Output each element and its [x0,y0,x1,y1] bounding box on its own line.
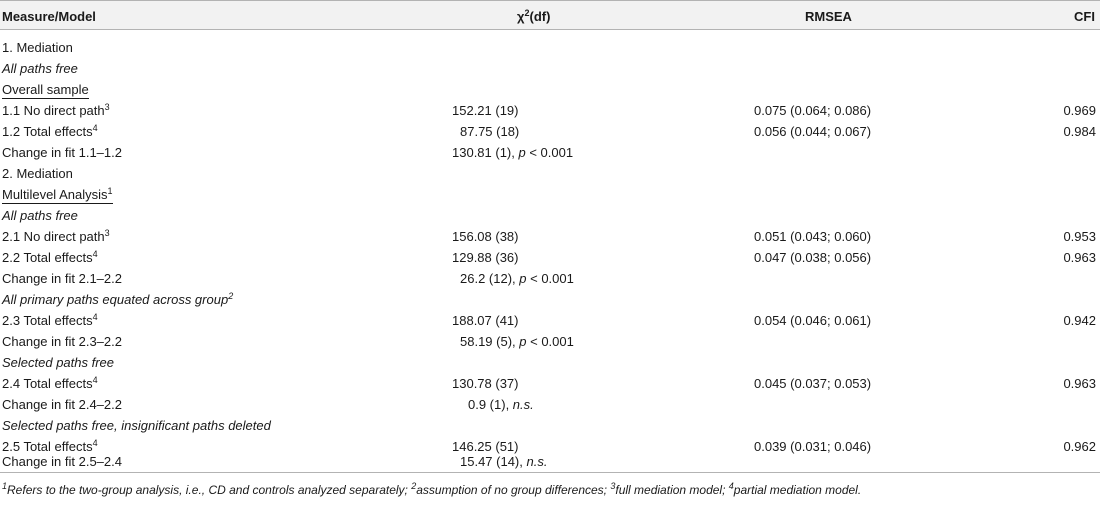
chi-square-value: 156.08 (38) [452,229,519,244]
chi-square-value: 129.88 (36) [452,250,519,265]
table-bottom-rule [0,472,1100,473]
header-measure-model: Measure/Model [2,9,96,24]
footnote-marker: 3 [610,481,616,491]
cfi-value: 0.953 [1063,229,1096,244]
chi-square-value: 15.47 (14), n.s. [460,454,548,469]
chi-square-value: 0.9 (1), n.s. [468,397,534,412]
table-row: Change in fit 1.1–1.2 130.81 (1), p < 0.… [0,143,1100,163]
row-label: 1.2 Total effects4 [2,123,98,140]
chi-superscript: 2 [524,8,530,18]
rmsea-value: 0.075 (0.064; 0.086) [754,103,872,118]
row-label: 2.2 Total effects4 [2,249,98,266]
rmsea-value: 0.047 (0.038; 0.056) [754,250,872,265]
header-bottom-rule [0,29,1100,30]
chi-square-value: 87.75 (18) [460,124,520,139]
table-row: All paths free [0,59,1100,79]
footnote-marker: 2 [411,481,417,491]
footnote-marker: 1 [2,481,8,491]
rmsea-value: 0.045 (0.037; 0.053) [754,376,872,391]
table-row: 2.3 Total effects4 188.07 (41) 0.054 (0.… [0,311,1100,331]
table-row: Multilevel Analysis1 [0,185,1100,205]
row-label: 2. Mediation [2,166,73,181]
chi-square-value: 130.81 (1), p < 0.001 [452,145,574,160]
header-rmsea: RMSEA [805,9,852,24]
cfi-value: 0.963 [1063,250,1096,265]
chi-square-value: 152.21 (19) [452,103,519,118]
chi-square-value: 188.07 (41) [452,313,519,328]
cfi-value: 0.969 [1063,103,1096,118]
table-row: Selected paths free [0,353,1100,373]
rmsea-value: 0.054 (0.046; 0.061) [754,313,872,328]
rmsea-value: 0.051 (0.043; 0.060) [754,229,872,244]
footnote-text: full mediation model; [615,483,729,497]
row-label: All paths free [2,208,78,223]
table-footnote: 1Refers to the two-group analysis, i.e.,… [2,482,861,498]
table-row: Change in fit 2.4–2.2 0.9 (1), n.s. [0,395,1100,415]
row-label: Change in fit 2.1–2.2 [2,271,122,286]
table-row: 1.1 No direct path3 152.21 (19) 0.075 (0… [0,101,1100,121]
table-row: Selected paths free, insignificant paths… [0,416,1100,436]
footnote-text: partial mediation model. [733,483,862,497]
row-label: 2.3 Total effects4 [2,312,98,329]
row-label: Selected paths free [2,355,115,370]
table-row: Change in fit 2.5–2.4 15.47 (14), n.s. [0,452,1100,472]
header-cfi: CFI [1074,9,1095,24]
row-label: 2.4 Total effects4 [2,375,98,392]
row-label: Change in fit 2.4–2.2 [2,397,122,412]
table-row: 2. Mediation [0,164,1100,184]
footnote-marker: 4 [728,481,734,491]
table-row: 2.5 Total effects4 146.25 (51) 0.039 (0.… [0,437,1100,457]
cfi-value: 0.962 [1063,439,1096,454]
row-label: 1.1 No direct path3 [2,102,110,119]
header-chi-square: χ2(df) [517,9,550,25]
cfi-value: 0.942 [1063,313,1096,328]
table-row: Change in fit 2.3–2.2 58.19 (5), p < 0.0… [0,332,1100,352]
row-label: 2.5 Total effects4 [2,438,98,455]
chi-square-value: 130.78 (37) [452,376,519,391]
row-label: Change in fit 2.5–2.4 [2,454,122,469]
row-label: 1. Mediation [2,40,73,55]
table-row: All primary paths equated across group2 [0,290,1100,310]
row-label: Change in fit 2.3–2.2 [2,334,122,349]
chi-symbol: χ [517,9,525,24]
rmsea-value: 0.039 (0.031; 0.046) [754,439,872,454]
row-label: All paths free [2,61,78,76]
chi-df: (df) [529,9,551,24]
row-label: Overall sample [2,82,89,99]
chi-square-value: 146.25 (51) [452,439,519,454]
chi-square-value: 58.19 (5), p < 0.001 [460,334,574,349]
table-header: Measure/Model χ2(df) RMSEA CFI [0,1,1100,29]
row-label: 2.1 No direct path3 [2,228,110,245]
row-label: All primary paths equated across group2 [2,291,234,308]
table-row: 2.2 Total effects4 129.88 (36) 0.047 (0.… [0,248,1100,268]
table-row: All paths free [0,206,1100,226]
cfi-value: 0.963 [1063,376,1096,391]
table-top-rule [0,0,1100,1]
cfi-value: 0.984 [1063,124,1096,139]
row-label: Change in fit 1.1–1.2 [2,145,122,160]
table-row: 1.2 Total effects4 87.75 (18) 0.056 (0.0… [0,122,1100,142]
table-row: 2.1 No direct path3 156.08 (38) 0.051 (0… [0,227,1100,247]
table-row: Change in fit 2.1–2.2 26.2 (12), p < 0.0… [0,269,1100,289]
table-row: 2.4 Total effects4 130.78 (37) 0.045 (0.… [0,374,1100,394]
row-label: Multilevel Analysis1 [2,186,113,204]
rmsea-value: 0.056 (0.044; 0.067) [754,124,872,139]
row-label: Selected paths free, insignificant paths… [2,418,271,433]
table-row: 1. Mediation [0,38,1100,58]
footnote-text: Refers to the two-group analysis, i.e., … [7,483,412,497]
table-row: Overall sample [0,80,1100,100]
chi-square-value: 26.2 (12), p < 0.001 [460,271,574,286]
footnote-text: assumption of no group differences; [416,483,611,497]
